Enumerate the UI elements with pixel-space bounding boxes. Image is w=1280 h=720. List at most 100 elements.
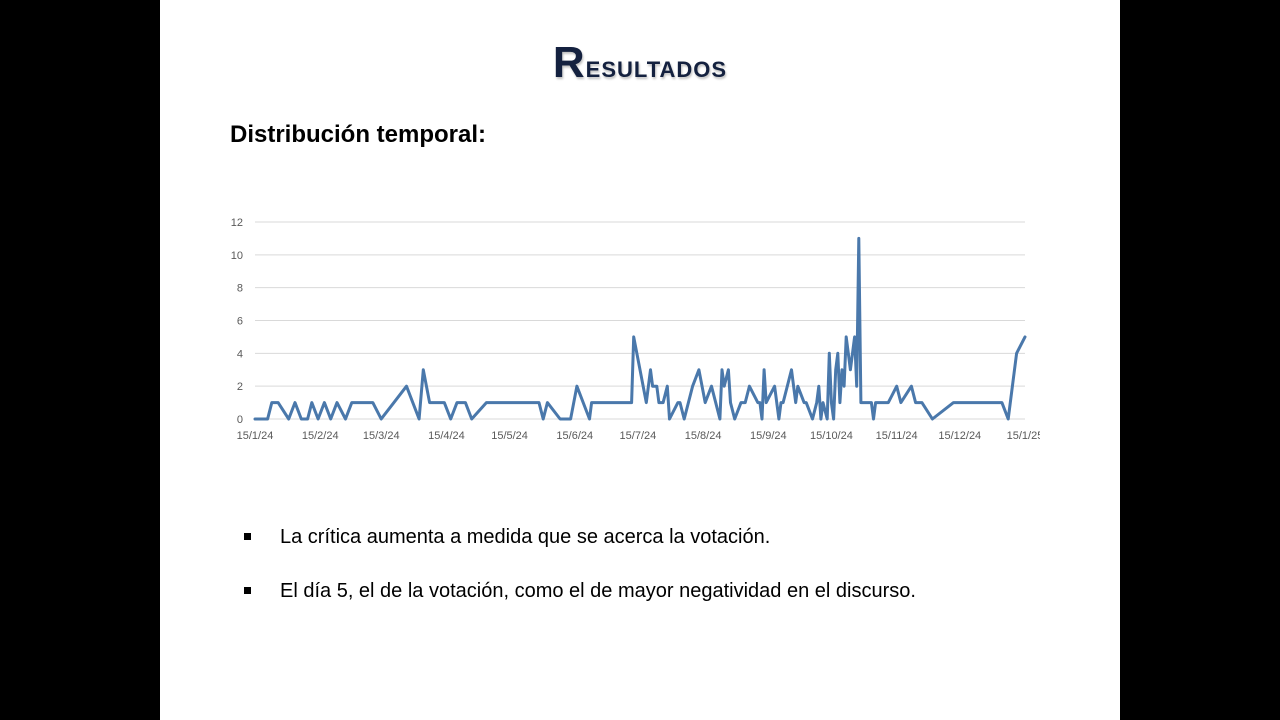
data-point [323,401,326,404]
x-tick-label: 15/12/24 [938,430,981,442]
data-point [794,401,797,404]
data-point [336,401,338,404]
data-point [839,401,841,404]
data-point [599,401,601,404]
data-point [757,401,759,404]
data-point [744,401,746,404]
data-point [841,368,843,371]
data-point [830,401,833,404]
data-point [803,401,805,404]
data-point [931,418,934,420]
data-point [847,352,850,355]
data-point [733,418,736,420]
data-point [721,368,723,371]
data-point [914,401,917,404]
y-tick-label: 6 [237,316,243,328]
data-point [849,368,852,371]
data-point [967,401,969,404]
data-point [805,401,808,404]
x-tick-label: 15/10/24 [810,430,853,442]
slide-title-rest: esultados [585,49,728,84]
data-point [832,418,835,420]
data-point [590,401,593,404]
x-tick-label: 15/1/25 [1007,430,1040,442]
x-tick-label: 15/8/24 [685,430,722,442]
y-tick-label: 4 [237,348,243,360]
data-point [864,401,866,404]
data-point [820,418,822,420]
data-point [952,401,955,404]
bullet-item: El día 5, el de la votación, como el de … [244,574,916,608]
data-point [872,418,875,420]
line-chart-svg: 0 2 4 6 8 10 12 15/1/24 15/2/24 15/3/24 15/4/24 15/… [231,217,1044,442]
data-point [658,401,660,404]
data-point [496,401,498,404]
data-point [815,401,818,404]
x-tick-label: 15/3/24 [363,430,400,442]
data-point [719,418,721,420]
data-point [559,418,561,420]
y-tick-label: 10 [231,250,243,262]
data-point [294,401,296,404]
data-point [843,385,845,387]
x-tick-label: 15/11/24 [876,430,918,442]
data-point [773,385,776,387]
x-tick-label: 15/7/24 [620,430,657,442]
data-point [868,401,871,404]
data-point [470,418,473,420]
data-point [576,385,578,387]
data-point [317,418,319,420]
data-point [727,368,730,371]
data-point [710,385,713,387]
data-point [443,401,446,404]
data-point [857,237,860,240]
y-tick-label: 2 [237,381,243,393]
data-point [666,385,669,387]
data-point [372,401,374,404]
data-point [538,401,540,404]
data-point [1024,336,1026,338]
data-point [662,401,664,404]
data-point [311,401,313,404]
data-point [649,368,652,371]
data-point [651,385,654,387]
y-tick-label: 0 [237,414,243,426]
data-point [811,418,814,420]
data-point [796,385,799,387]
line-chart: 0 2 4 6 8 10 12 15/1/24 15/2/24 15/3/24 15/4/24 15/… [220,200,1044,450]
data-point [569,418,572,420]
data-point [698,368,700,371]
x-tick-label: 15/5/24 [491,430,528,442]
data-point [405,385,408,387]
data-point [542,418,545,420]
data-point [826,418,829,420]
x-tick-label: 15/4/24 [428,430,465,442]
data-point [780,401,782,404]
data-point [266,418,269,420]
slide: Resultados Distribución temporal: 0 2 4 6 8 1… [160,0,1120,720]
data-point [723,385,725,387]
data-point [287,418,290,420]
data-point [300,418,303,420]
data-point [862,401,864,404]
data-point [704,401,707,404]
y-tick-label: 12 [231,217,243,229]
data-point [449,418,452,420]
data-point [790,368,793,371]
x-tick-label: 15/1/24 [237,430,274,442]
data-point [683,418,685,420]
data-point [763,368,765,371]
series-line [253,236,1027,421]
data-point [874,401,877,404]
data-point [254,418,256,420]
data-point [422,368,425,371]
data-point [866,401,869,404]
data-point [910,385,913,387]
data-point [393,401,395,404]
data-point [350,401,353,404]
data-point [834,368,837,371]
data-point [645,401,648,404]
data-point [828,352,831,355]
x-tick-label: 15/6/24 [556,430,593,442]
data-point [761,418,763,420]
